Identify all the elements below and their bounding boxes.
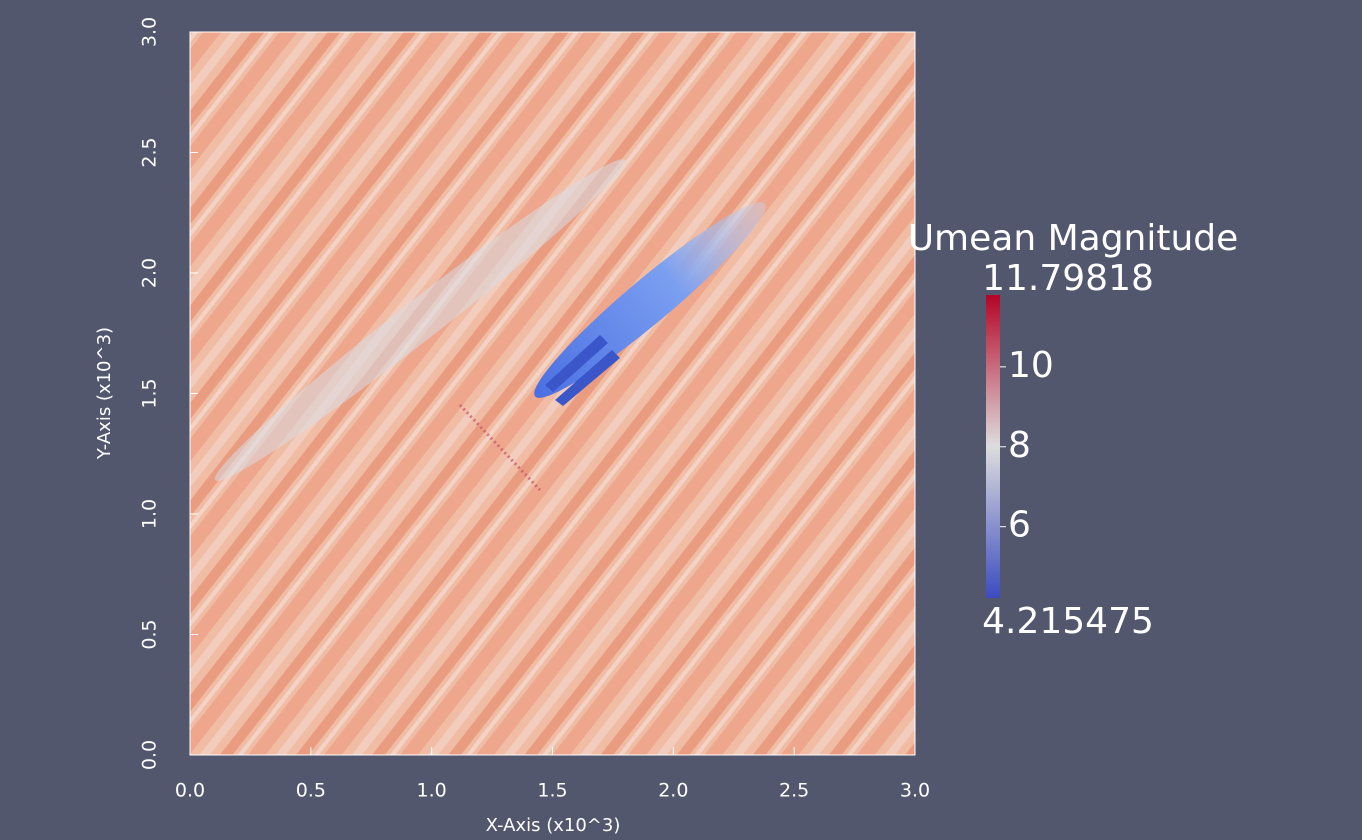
x-tick-label: 2.5	[779, 780, 809, 802]
colorbar-tick-label: 6	[1008, 505, 1031, 546]
colorbar-tick-label: 10	[1008, 345, 1054, 386]
x-tick-label: 0.0	[175, 780, 205, 802]
y-tick-label: 0.0	[139, 740, 161, 770]
colorbar	[986, 295, 1000, 598]
y-tick-label: 1.0	[139, 499, 161, 529]
x-axis-title: X-Axis (x10^3)	[486, 815, 621, 836]
x-tick-label: 1.0	[417, 780, 447, 802]
x-tick-label: 1.5	[537, 780, 567, 802]
y-tick-label: 1.5	[139, 378, 161, 408]
y-tick-label: 2.0	[139, 258, 161, 288]
colorbar-title: Umean Magnitude	[908, 218, 1239, 259]
x-tick-label: 3.0	[900, 780, 930, 802]
x-tick-label: 0.5	[296, 780, 326, 802]
y-axis-title: Y-Axis (x10^3)	[94, 327, 115, 460]
y-tick-label: 2.5	[139, 137, 161, 167]
field-image	[190, 32, 915, 755]
colorbar-min: 4.215475	[982, 601, 1154, 642]
y-tick-label: 3.0	[139, 17, 161, 47]
x-tick-label: 2.0	[658, 780, 688, 802]
colorbar-max: 11.79818	[982, 258, 1154, 299]
colorbar-tick-label: 8	[1008, 425, 1031, 466]
y-tick-label: 0.5	[139, 619, 161, 649]
